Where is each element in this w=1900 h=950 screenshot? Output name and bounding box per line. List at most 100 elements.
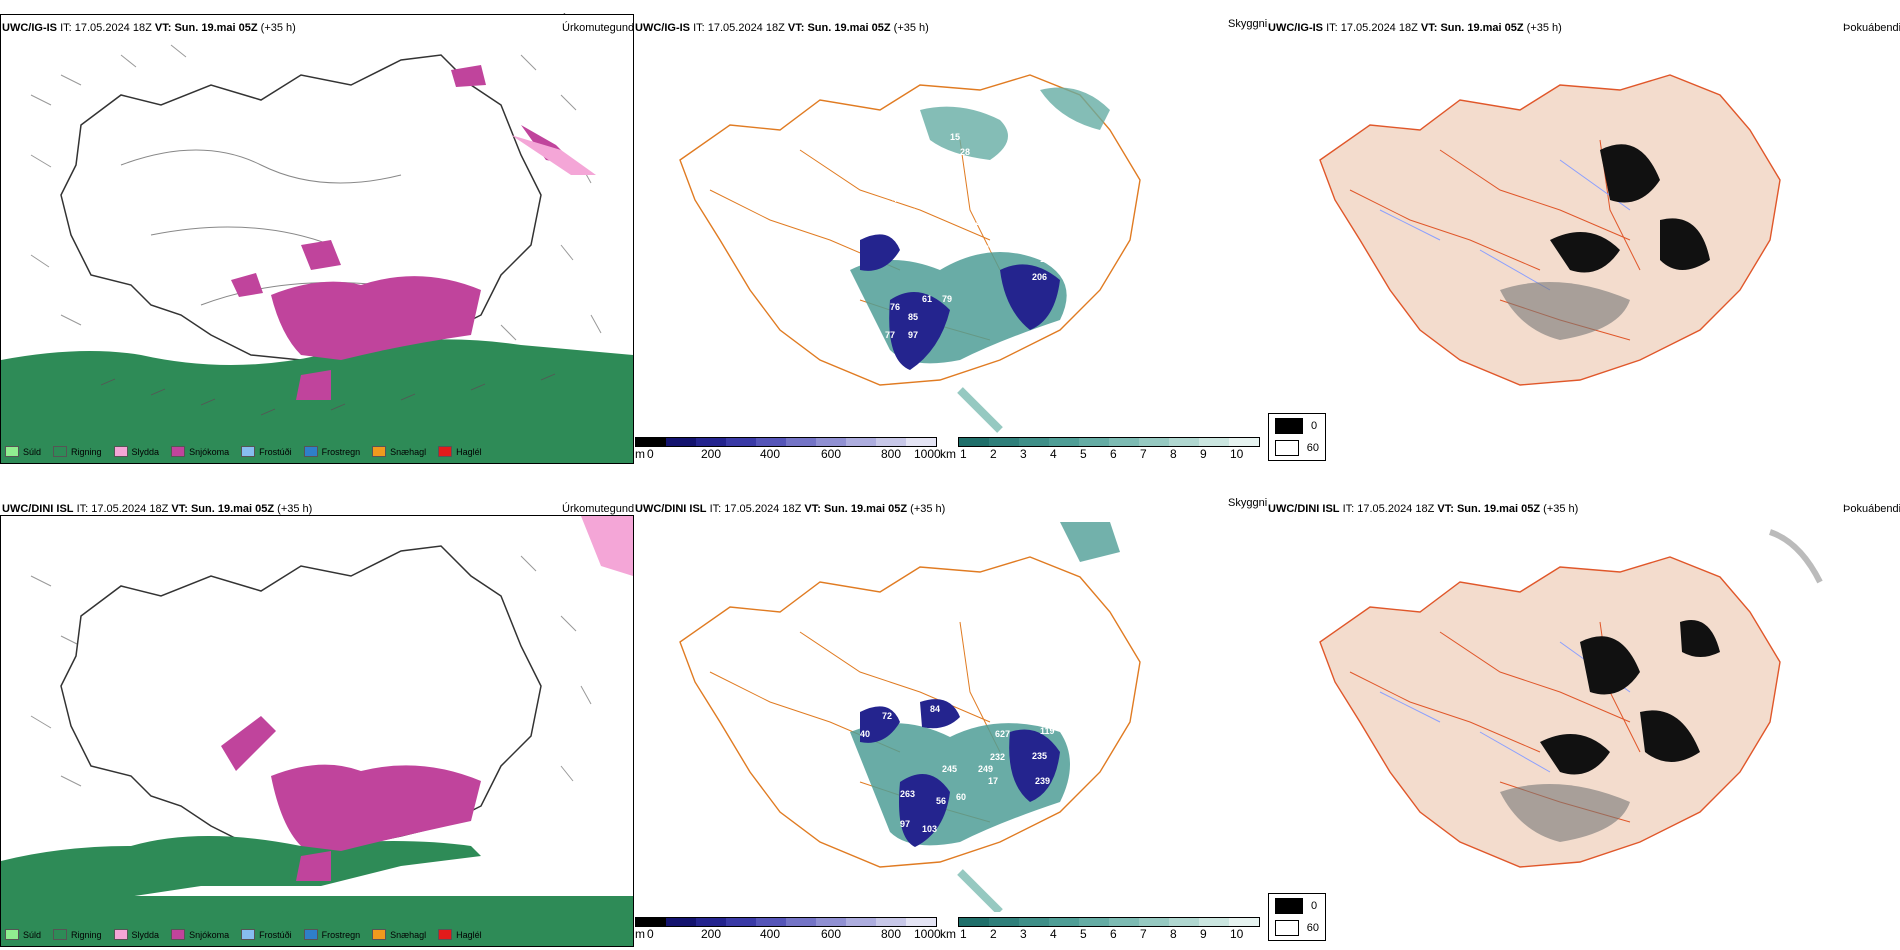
legend-item: Snjókoma: [171, 446, 229, 457]
vis-label: 29: [990, 192, 1000, 202]
legend-item: Rigning: [53, 446, 102, 457]
legend-item: Haglél: [438, 446, 482, 457]
legend-item: Snæhagl: [372, 446, 426, 457]
it-label: IT:: [693, 22, 705, 34]
fog-legend-label: 0: [1311, 900, 1318, 912]
legend-item: Súld: [5, 929, 41, 940]
row2-header-left: UWC/DINI ISL IT: 17.05.2024 18Z VT: Sun.…: [2, 503, 312, 515]
vis-label: 61: [922, 294, 932, 304]
it-label: IT:: [1326, 22, 1338, 34]
legend-label: Súld: [23, 446, 42, 457]
vis-label: 77: [885, 330, 895, 340]
legend-label: Rigning: [71, 929, 102, 940]
vis-label: 97: [908, 330, 918, 340]
vis-unit: km: [940, 927, 956, 941]
vis-tick: 8: [1170, 927, 1177, 941]
row1-vis-header: UWC/IG-IS IT: 17.05.2024 18Z VT: Sun. 19…: [635, 22, 929, 34]
vis-tick: 9: [1200, 447, 1207, 461]
it-value: 17.05.2024 18Z: [707, 22, 785, 34]
vis-tick: 2: [990, 447, 997, 461]
it-label: IT:: [60, 22, 72, 34]
legend-label: Frostregn: [321, 446, 361, 457]
vt-value: Sun. 19.mai 05Z: [174, 22, 258, 34]
vis-label: 627: [995, 729, 1010, 739]
legend-label: Snjókoma: [189, 929, 230, 940]
row1-header-left: UWC/IG-IS IT: 17.05.2024 18Z VT: Sun. 19…: [2, 22, 296, 34]
legend-item: Snjókoma: [171, 929, 229, 940]
legend-item: Slydda: [113, 929, 159, 940]
row1-visibility-map: 15 28 24 16 227 247 29 195 416 176 314 2…: [679, 74, 1141, 433]
visibility-title-row1: Skyggni: [1228, 18, 1268, 30]
vis-label: 84: [930, 704, 940, 714]
vt-value: Sun. 19.mai 05Z: [1440, 22, 1524, 34]
vis-tick: 6: [1110, 927, 1117, 941]
vis-tick: 9: [1200, 927, 1207, 941]
height-tick: 600: [821, 927, 842, 941]
height-tick: 200: [701, 447, 722, 461]
vt-label: VT:: [171, 503, 188, 515]
fog-legend-row1: 0 60: [1268, 413, 1326, 461]
vis-tick: 5: [1080, 447, 1087, 461]
vis-label: 72: [880, 224, 890, 234]
vt-label: VT:: [787, 22, 805, 34]
it-value: 17.05.2024 18Z: [1357, 503, 1435, 515]
legend-label: Frostúði: [259, 929, 292, 940]
height-tick: 800: [881, 927, 902, 941]
height-tick: 800: [881, 447, 902, 461]
row2-vis-header: UWC/DINI ISL IT: 17.05.2024 18Z VT: Sun.…: [635, 503, 945, 515]
row1-fog-header: UWC/IG-IS IT: 17.05.2024 18Z VT: Sun. 19…: [1268, 22, 1562, 34]
fog-title-row2: Þokuábendi: [1843, 503, 1900, 515]
fog-legend-label: 60: [1306, 442, 1319, 454]
legend-item: Slydda: [113, 446, 159, 457]
vis-label: 46: [892, 194, 902, 204]
vis-label: 297: [935, 257, 950, 267]
precip-title-row2: Úrkomutegund: [562, 503, 635, 515]
vis-unit: km: [940, 447, 956, 461]
vis-label: 176: [1040, 254, 1055, 264]
vt-label: VT:: [1420, 22, 1438, 34]
height-colorbar: [635, 437, 937, 447]
vis-tick: 3: [1020, 927, 1027, 941]
vis-tick: 1: [960, 447, 967, 461]
vis-tick: 7: [1140, 927, 1147, 941]
legend-item: Frostúði: [241, 929, 292, 940]
legend-label: Rigning: [71, 446, 102, 457]
model-name: UWC/IG-IS: [2, 22, 57, 34]
vis-tick: 10: [1230, 927, 1244, 941]
vis-tick: 6: [1110, 447, 1117, 461]
vis-label: 16: [980, 182, 990, 192]
legend-item: Rigning: [53, 929, 102, 940]
vis-label: 15: [950, 132, 960, 142]
fog-legend-item: 60: [1275, 920, 1319, 936]
legend-swatch: [53, 446, 68, 457]
legend-item: Frostregn: [303, 446, 361, 457]
precip-legend-row2: Súld Rigning Slydda Snjókoma Frostúði Fr…: [5, 929, 482, 940]
row1-fog-map: [1319, 74, 1781, 386]
vt-label: VT:: [804, 503, 821, 515]
precip-title-row1: Úrkomutegund: [562, 22, 635, 34]
legend-label: Haglél: [456, 446, 482, 457]
legend-swatch: [438, 446, 453, 457]
legend-swatch: [113, 446, 128, 457]
legend-label: Súld: [23, 929, 42, 940]
it-label: IT:: [1342, 503, 1355, 515]
vis-label: 79: [942, 294, 952, 304]
lead-time: (+35 h): [277, 503, 313, 515]
model-name: UWC/IG-IS: [1268, 22, 1323, 34]
vis-colorbar: [958, 437, 1260, 447]
height-unit: m: [635, 447, 645, 461]
vis-tick: 4: [1050, 927, 1057, 941]
vis-tick: 8: [1170, 447, 1177, 461]
it-value: 17.05.2024 18Z: [1340, 22, 1418, 34]
row2-precip-graphic: [1, 516, 633, 946]
vis-label: 103: [922, 824, 937, 834]
vis-label: 76: [890, 302, 900, 312]
height-tick: 400: [760, 447, 781, 461]
legend-swatch: [241, 446, 256, 457]
height-tick: 600: [821, 447, 842, 461]
fog-title-row1: Þokuábendi: [1843, 22, 1900, 34]
vis-label: 206: [1032, 272, 1047, 282]
row2-fog-map: [1319, 529, 1823, 868]
vis-label: 119: [1040, 726, 1055, 736]
row2-visibility-map: 72 84 40 627 119 235 232 249 17 239 245 …: [679, 522, 1141, 912]
